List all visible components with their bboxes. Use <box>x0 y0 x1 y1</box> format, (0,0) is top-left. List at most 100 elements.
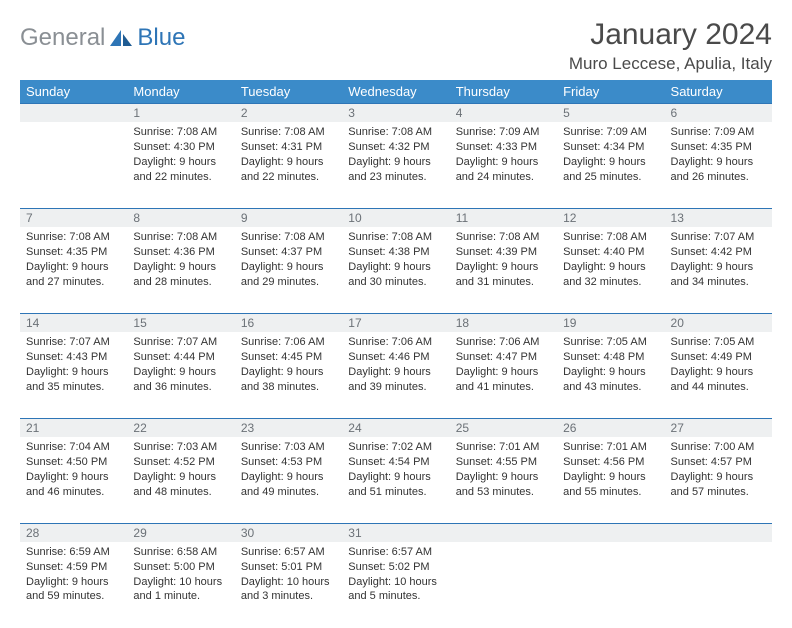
daylight-text: and 51 minutes. <box>348 485 443 500</box>
sunset-text: Sunset: 4:31 PM <box>241 140 336 155</box>
day-number-cell <box>665 523 772 542</box>
day-number-cell: 23 <box>235 418 342 437</box>
day-content-cell: Sunrise: 7:07 AMSunset: 4:42 PMDaylight:… <box>665 227 772 313</box>
day-number-cell: 31 <box>342 523 449 542</box>
content-row: Sunrise: 6:59 AMSunset: 4:59 PMDaylight:… <box>20 542 772 628</box>
day-content-cell: Sunrise: 6:57 AMSunset: 5:02 PMDaylight:… <box>342 542 449 628</box>
day-number-cell: 10 <box>342 208 449 227</box>
day-number-cell: 11 <box>450 208 557 227</box>
sunrise-text: Sunrise: 7:08 AM <box>456 230 551 245</box>
daylight-text: Daylight: 9 hours <box>456 470 551 485</box>
day-number-cell: 30 <box>235 523 342 542</box>
day-number-cell: 24 <box>342 418 449 437</box>
day-number-cell <box>450 523 557 542</box>
daylight-text: Daylight: 9 hours <box>563 365 658 380</box>
daylight-text: and 27 minutes. <box>26 275 121 290</box>
daylight-text: and 44 minutes. <box>671 380 766 395</box>
daylight-text: and 55 minutes. <box>563 485 658 500</box>
calendar-table: Sunday Monday Tuesday Wednesday Thursday… <box>20 80 772 628</box>
sunrise-text: Sunrise: 7:08 AM <box>563 230 658 245</box>
day-content-cell <box>665 542 772 628</box>
daylight-text: and 59 minutes. <box>26 589 121 604</box>
sunset-text: Sunset: 4:48 PM <box>563 350 658 365</box>
day-content-cell: Sunrise: 6:57 AMSunset: 5:01 PMDaylight:… <box>235 542 342 628</box>
sunrise-text: Sunrise: 7:06 AM <box>456 335 551 350</box>
day-content-cell: Sunrise: 7:03 AMSunset: 4:53 PMDaylight:… <box>235 437 342 523</box>
daylight-text: and 31 minutes. <box>456 275 551 290</box>
content-row: Sunrise: 7:08 AMSunset: 4:35 PMDaylight:… <box>20 227 772 313</box>
daylight-text: Daylight: 10 hours <box>133 575 228 590</box>
daylight-text: Daylight: 9 hours <box>563 470 658 485</box>
weekday-header: Tuesday <box>235 80 342 104</box>
daylight-text: and 35 minutes. <box>26 380 121 395</box>
day-content-cell: Sunrise: 7:05 AMSunset: 4:49 PMDaylight:… <box>665 332 772 418</box>
daylight-text: and 48 minutes. <box>133 485 228 500</box>
content-row: Sunrise: 7:07 AMSunset: 4:43 PMDaylight:… <box>20 332 772 418</box>
daylight-text: and 57 minutes. <box>671 485 766 500</box>
daylight-text: Daylight: 9 hours <box>671 365 766 380</box>
daylight-text: Daylight: 10 hours <box>241 575 336 590</box>
daylight-text: and 53 minutes. <box>456 485 551 500</box>
day-content-cell: Sunrise: 7:08 AMSunset: 4:31 PMDaylight:… <box>235 122 342 208</box>
day-number-cell <box>557 523 664 542</box>
daylight-text: Daylight: 9 hours <box>241 155 336 170</box>
sunrise-text: Sunrise: 7:08 AM <box>241 125 336 140</box>
day-content-cell: Sunrise: 7:06 AMSunset: 4:45 PMDaylight:… <box>235 332 342 418</box>
header: General Blue January 2024 Muro Leccese, … <box>20 18 772 74</box>
sunset-text: Sunset: 4:44 PM <box>133 350 228 365</box>
sunset-text: Sunset: 4:37 PM <box>241 245 336 260</box>
day-number-cell: 6 <box>665 104 772 123</box>
sunset-text: Sunset: 4:35 PM <box>671 140 766 155</box>
daylight-text: and 22 minutes. <box>241 170 336 185</box>
day-number-cell: 12 <box>557 208 664 227</box>
day-content-cell: Sunrise: 6:58 AMSunset: 5:00 PMDaylight:… <box>127 542 234 628</box>
daylight-text: Daylight: 9 hours <box>456 365 551 380</box>
day-content-cell: Sunrise: 7:08 AMSunset: 4:35 PMDaylight:… <box>20 227 127 313</box>
sunset-text: Sunset: 4:42 PM <box>671 245 766 260</box>
sunrise-text: Sunrise: 7:03 AM <box>133 440 228 455</box>
day-number-cell: 2 <box>235 104 342 123</box>
weekday-header: Thursday <box>450 80 557 104</box>
sunset-text: Sunset: 4:49 PM <box>671 350 766 365</box>
day-content-cell: Sunrise: 7:05 AMSunset: 4:48 PMDaylight:… <box>557 332 664 418</box>
daylight-text: Daylight: 9 hours <box>456 260 551 275</box>
sunrise-text: Sunrise: 7:06 AM <box>241 335 336 350</box>
sunrise-text: Sunrise: 7:09 AM <box>563 125 658 140</box>
daylight-text: and 36 minutes. <box>133 380 228 395</box>
daylight-text: and 29 minutes. <box>241 275 336 290</box>
sunrise-text: Sunrise: 7:07 AM <box>671 230 766 245</box>
daylight-text: Daylight: 9 hours <box>348 260 443 275</box>
day-content-cell: Sunrise: 7:08 AMSunset: 4:30 PMDaylight:… <box>127 122 234 208</box>
daylight-text: Daylight: 9 hours <box>26 260 121 275</box>
weekday-header: Monday <box>127 80 234 104</box>
daylight-text: and 41 minutes. <box>456 380 551 395</box>
daynum-row: 21222324252627 <box>20 418 772 437</box>
sunset-text: Sunset: 4:45 PM <box>241 350 336 365</box>
sunrise-text: Sunrise: 6:59 AM <box>26 545 121 560</box>
daylight-text: Daylight: 9 hours <box>133 365 228 380</box>
day-content-cell: Sunrise: 7:01 AMSunset: 4:56 PMDaylight:… <box>557 437 664 523</box>
daylight-text: and 1 minute. <box>133 589 228 604</box>
day-content-cell <box>450 542 557 628</box>
sail-icon <box>108 28 134 48</box>
day-content-cell: Sunrise: 7:06 AMSunset: 4:46 PMDaylight:… <box>342 332 449 418</box>
day-content-cell: Sunrise: 7:03 AMSunset: 4:52 PMDaylight:… <box>127 437 234 523</box>
sunset-text: Sunset: 5:01 PM <box>241 560 336 575</box>
logo-text-general: General <box>20 24 105 52</box>
day-number-cell: 15 <box>127 313 234 332</box>
sunrise-text: Sunrise: 7:08 AM <box>348 230 443 245</box>
day-number-cell <box>20 104 127 123</box>
day-content-cell: Sunrise: 7:08 AMSunset: 4:32 PMDaylight:… <box>342 122 449 208</box>
daylight-text: Daylight: 9 hours <box>133 155 228 170</box>
day-content-cell: Sunrise: 7:08 AMSunset: 4:38 PMDaylight:… <box>342 227 449 313</box>
day-content-cell: Sunrise: 7:04 AMSunset: 4:50 PMDaylight:… <box>20 437 127 523</box>
sunrise-text: Sunrise: 7:09 AM <box>671 125 766 140</box>
sunset-text: Sunset: 4:39 PM <box>456 245 551 260</box>
sunrise-text: Sunrise: 7:08 AM <box>26 230 121 245</box>
sunrise-text: Sunrise: 7:08 AM <box>133 125 228 140</box>
content-row: Sunrise: 7:04 AMSunset: 4:50 PMDaylight:… <box>20 437 772 523</box>
sunrise-text: Sunrise: 6:57 AM <box>348 545 443 560</box>
daylight-text: and 49 minutes. <box>241 485 336 500</box>
daylight-text: Daylight: 9 hours <box>26 575 121 590</box>
day-number-cell: 20 <box>665 313 772 332</box>
